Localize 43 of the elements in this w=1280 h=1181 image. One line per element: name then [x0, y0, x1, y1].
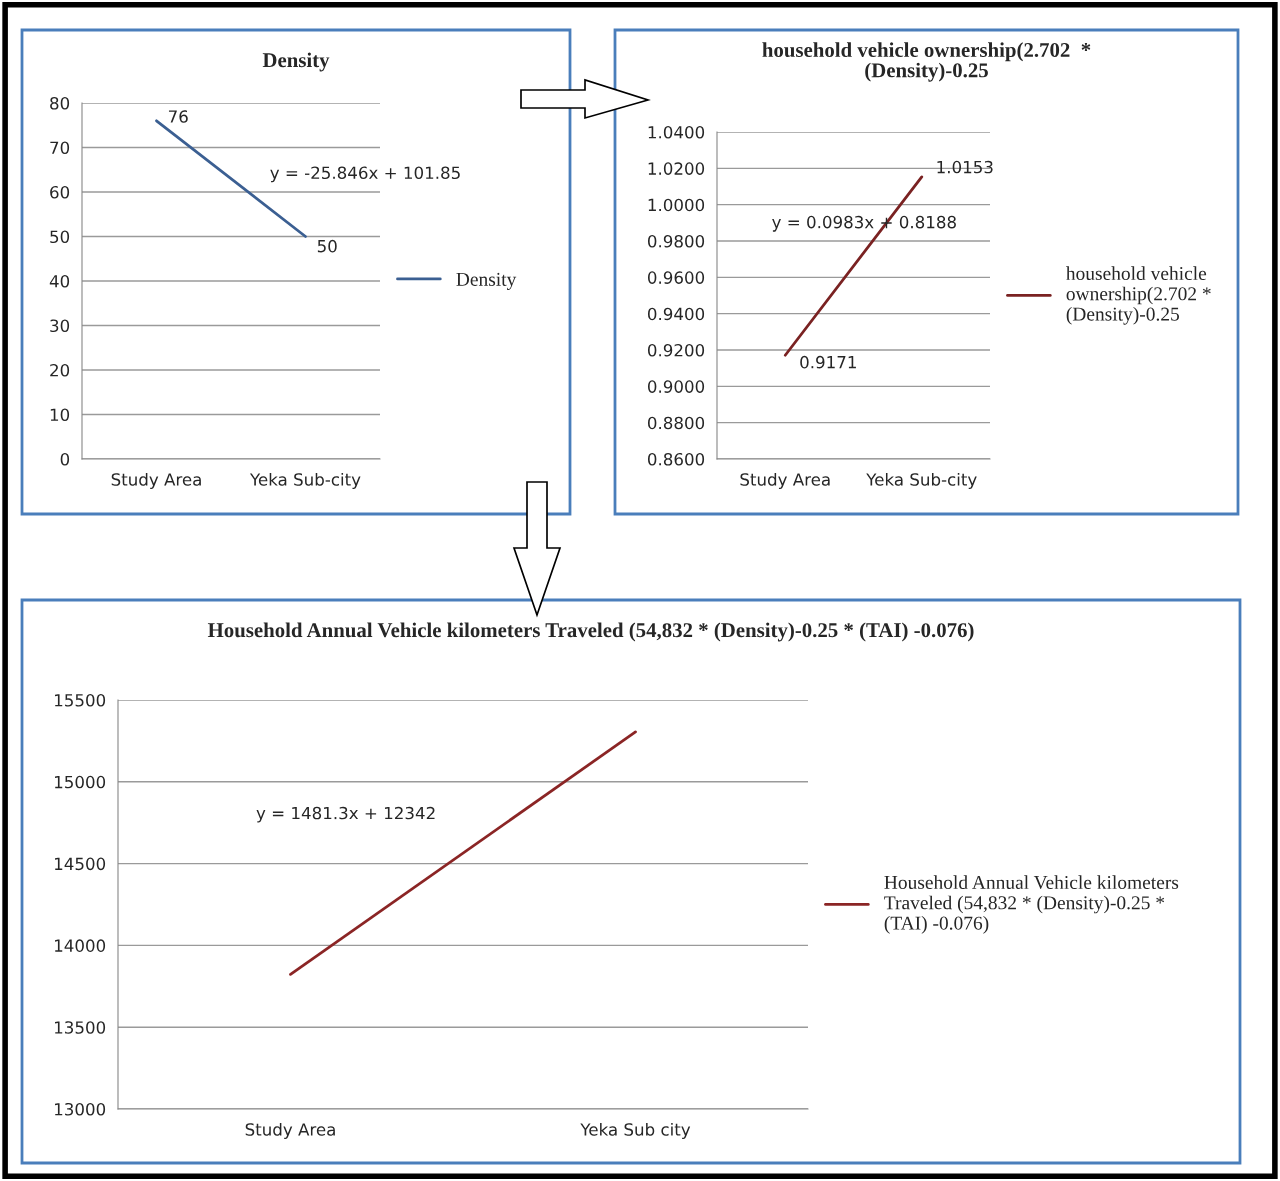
y-tick-label: 14000	[55, 939, 106, 952]
x-tick-label: Study Area	[245, 1122, 335, 1140]
x-tick-label: Yeka Sub city	[580, 1122, 691, 1140]
annotation: y = -25.846x + 101.85	[270, 166, 460, 183]
legend-label: Household Annual Vehicle kilometers Traveled (54,832 * (Density)-0.25 * (TAI) -0.076)	[884, 875, 1179, 934]
y-tick-label: 60	[50, 185, 70, 199]
y-tick-label: 0.8600	[647, 452, 705, 466]
y-tick-label: 30	[50, 319, 70, 333]
y-tick-label: 40	[49, 274, 70, 288]
y-tick-label: 15500	[55, 693, 106, 707]
y-tick-label: 0.9400	[647, 307, 705, 321]
y-tick-label: 1.0000	[648, 198, 705, 212]
x-tick-label: Study Area	[111, 472, 201, 490]
data-label: 0.9171	[800, 355, 856, 369]
chart-title: Density	[262, 52, 330, 72]
chart-title: household vehicle ownership(2.702 * (Density)-0.25	[762, 42, 1091, 82]
y-tick-label: 1.0200	[648, 162, 705, 175]
y-tick-label: 20	[50, 363, 70, 377]
data-label: 76	[168, 110, 188, 123]
y-tick-label: 14500	[55, 857, 106, 871]
y-tick-label: 80	[50, 96, 70, 110]
data-label: 1.0153	[937, 160, 993, 174]
y-tick-label: 0.8800	[647, 416, 705, 430]
x-tick-label: Yeka Sub-city	[866, 472, 977, 490]
y-tick-label: 0.9800	[647, 234, 705, 248]
y-tick-label: 0.9200	[647, 343, 705, 357]
data-label: 50	[317, 239, 337, 253]
legend-label: household vehicle ownership(2.702 * (Density)-0.25	[1066, 266, 1211, 325]
y-tick-label: 70	[50, 141, 70, 155]
chart-title: Household Annual Vehicle kilometers Traveled (54,832 * (Density)-0.25 * (TAI) -0.076)	[207, 622, 974, 642]
y-tick-label: 0	[60, 452, 70, 466]
annotation: y = 1481.3x + 12342	[256, 806, 435, 823]
x-tick-label: Yeka Sub-city	[249, 472, 361, 490]
y-tick-label: 15000	[55, 775, 106, 789]
y-tick-label: 10	[50, 408, 70, 422]
y-tick-label: 0.9000	[647, 380, 705, 393]
y-tick-label: 0.9600	[647, 271, 705, 284]
legend-label: Density	[456, 272, 517, 290]
y-tick-label: 13000	[55, 1102, 106, 1116]
y-tick-label: 50	[50, 230, 70, 244]
y-tick-label: 13500	[55, 1021, 106, 1034]
x-tick-label: Study Area	[740, 472, 830, 490]
y-tick-label: 1.0400	[648, 125, 705, 139]
